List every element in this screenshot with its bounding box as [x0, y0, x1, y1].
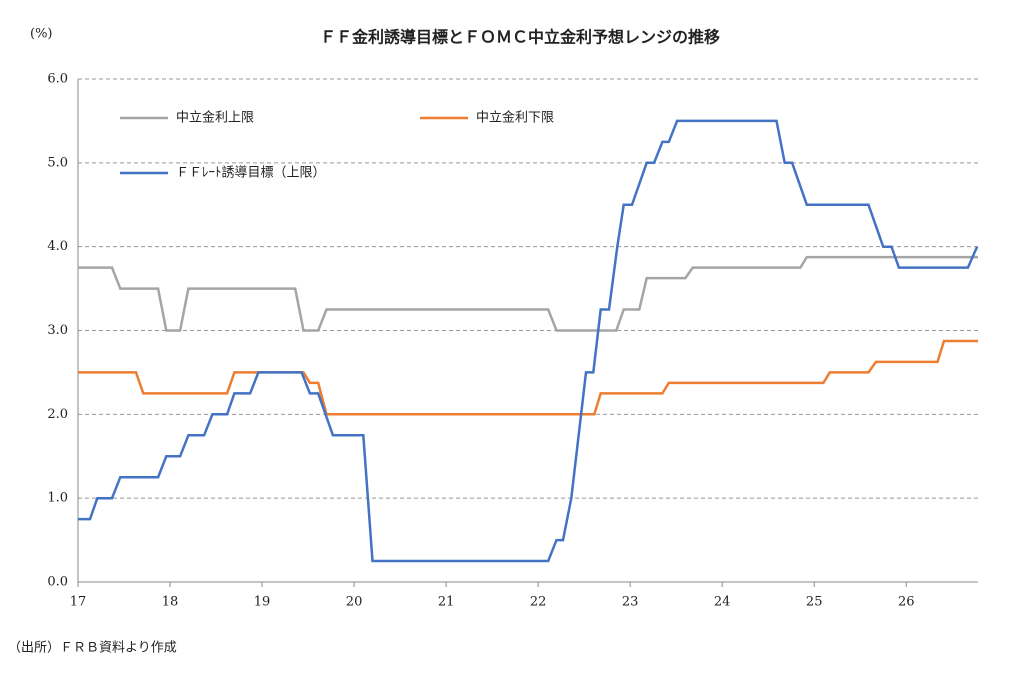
y-tick-label: 4.0 [47, 239, 68, 254]
series-line [78, 255, 978, 332]
y-tick-label: 1.0 [47, 491, 68, 506]
x-tick-label: 21 [438, 595, 455, 610]
x-tick-label: 19 [254, 595, 271, 610]
y-tick-label: 2.0 [47, 407, 68, 422]
x-tick-label: 20 [346, 595, 363, 610]
y-axis-unit: (%) [30, 27, 53, 42]
series-line [78, 119, 979, 563]
y-tick-label: 6.0 [47, 72, 68, 87]
x-tick-label: 25 [806, 595, 823, 610]
legend-label: ＦＦﾚｰﾄ誘導目標（上限） [176, 166, 326, 181]
chart-title: ＦＦ金利誘導目標とＦＯＭＣ中立金利予想レンジの推移 [320, 28, 720, 47]
legend-label: 中立金利上限 [176, 110, 254, 126]
y-tick-label: 3.0 [47, 323, 68, 338]
y-tick-label: 0.0 [47, 575, 68, 590]
x-tick-label: 26 [898, 595, 915, 610]
y-tick-label: 5.0 [47, 155, 68, 170]
x-tick-label: 18 [162, 595, 179, 610]
series-line [78, 339, 978, 416]
source-note: （出所）ＦＲＢ資料より作成 [8, 641, 177, 656]
x-tick-label: 17 [70, 595, 87, 610]
legend-label: 中立金利下限 [476, 110, 554, 126]
x-tick-label: 23 [622, 595, 639, 610]
x-tick-label: 22 [530, 595, 547, 610]
x-tick-label: 24 [714, 595, 731, 610]
